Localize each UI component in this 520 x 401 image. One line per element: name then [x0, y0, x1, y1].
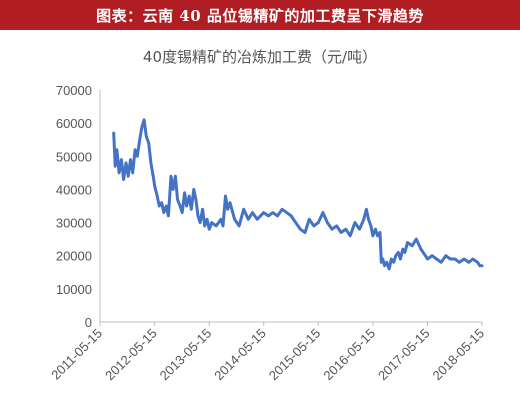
- chart-title: 40度锡精矿的冶炼加工费（元/吨）: [142, 48, 378, 66]
- figure-banner: 图表：云南 40 品位锡精矿的加工费呈下滑趋势: [0, 0, 520, 30]
- y-tick-label: 30000: [56, 216, 92, 231]
- y-tick-label: 60000: [56, 116, 92, 131]
- x-tick-label: 2013-05-15: [157, 326, 215, 384]
- x-tick-label: 2018-05-15: [429, 326, 487, 384]
- series-line: [112, 118, 484, 271]
- x-tick-label: 2017-05-15: [375, 326, 433, 384]
- y-tick-label: 50000: [56, 149, 92, 164]
- x-tick-label: 2011-05-15: [48, 326, 105, 383]
- y-tick-label: 40000: [56, 182, 92, 197]
- x-tick-label: 2016-05-15: [320, 326, 378, 384]
- x-tick-label: 2014-05-15: [211, 326, 269, 384]
- banner-text: 图表：云南 40 品位锡精矿的加工费呈下滑趋势: [96, 6, 424, 25]
- y-tick-label: 0: [85, 315, 92, 330]
- x-tick-label: 2012-05-15: [102, 326, 160, 384]
- y-tick-label: 70000: [56, 83, 92, 98]
- y-tick-label: 10000: [56, 282, 92, 297]
- y-tick-label: 20000: [56, 249, 92, 264]
- x-tick-label: 2015-05-15: [266, 326, 324, 384]
